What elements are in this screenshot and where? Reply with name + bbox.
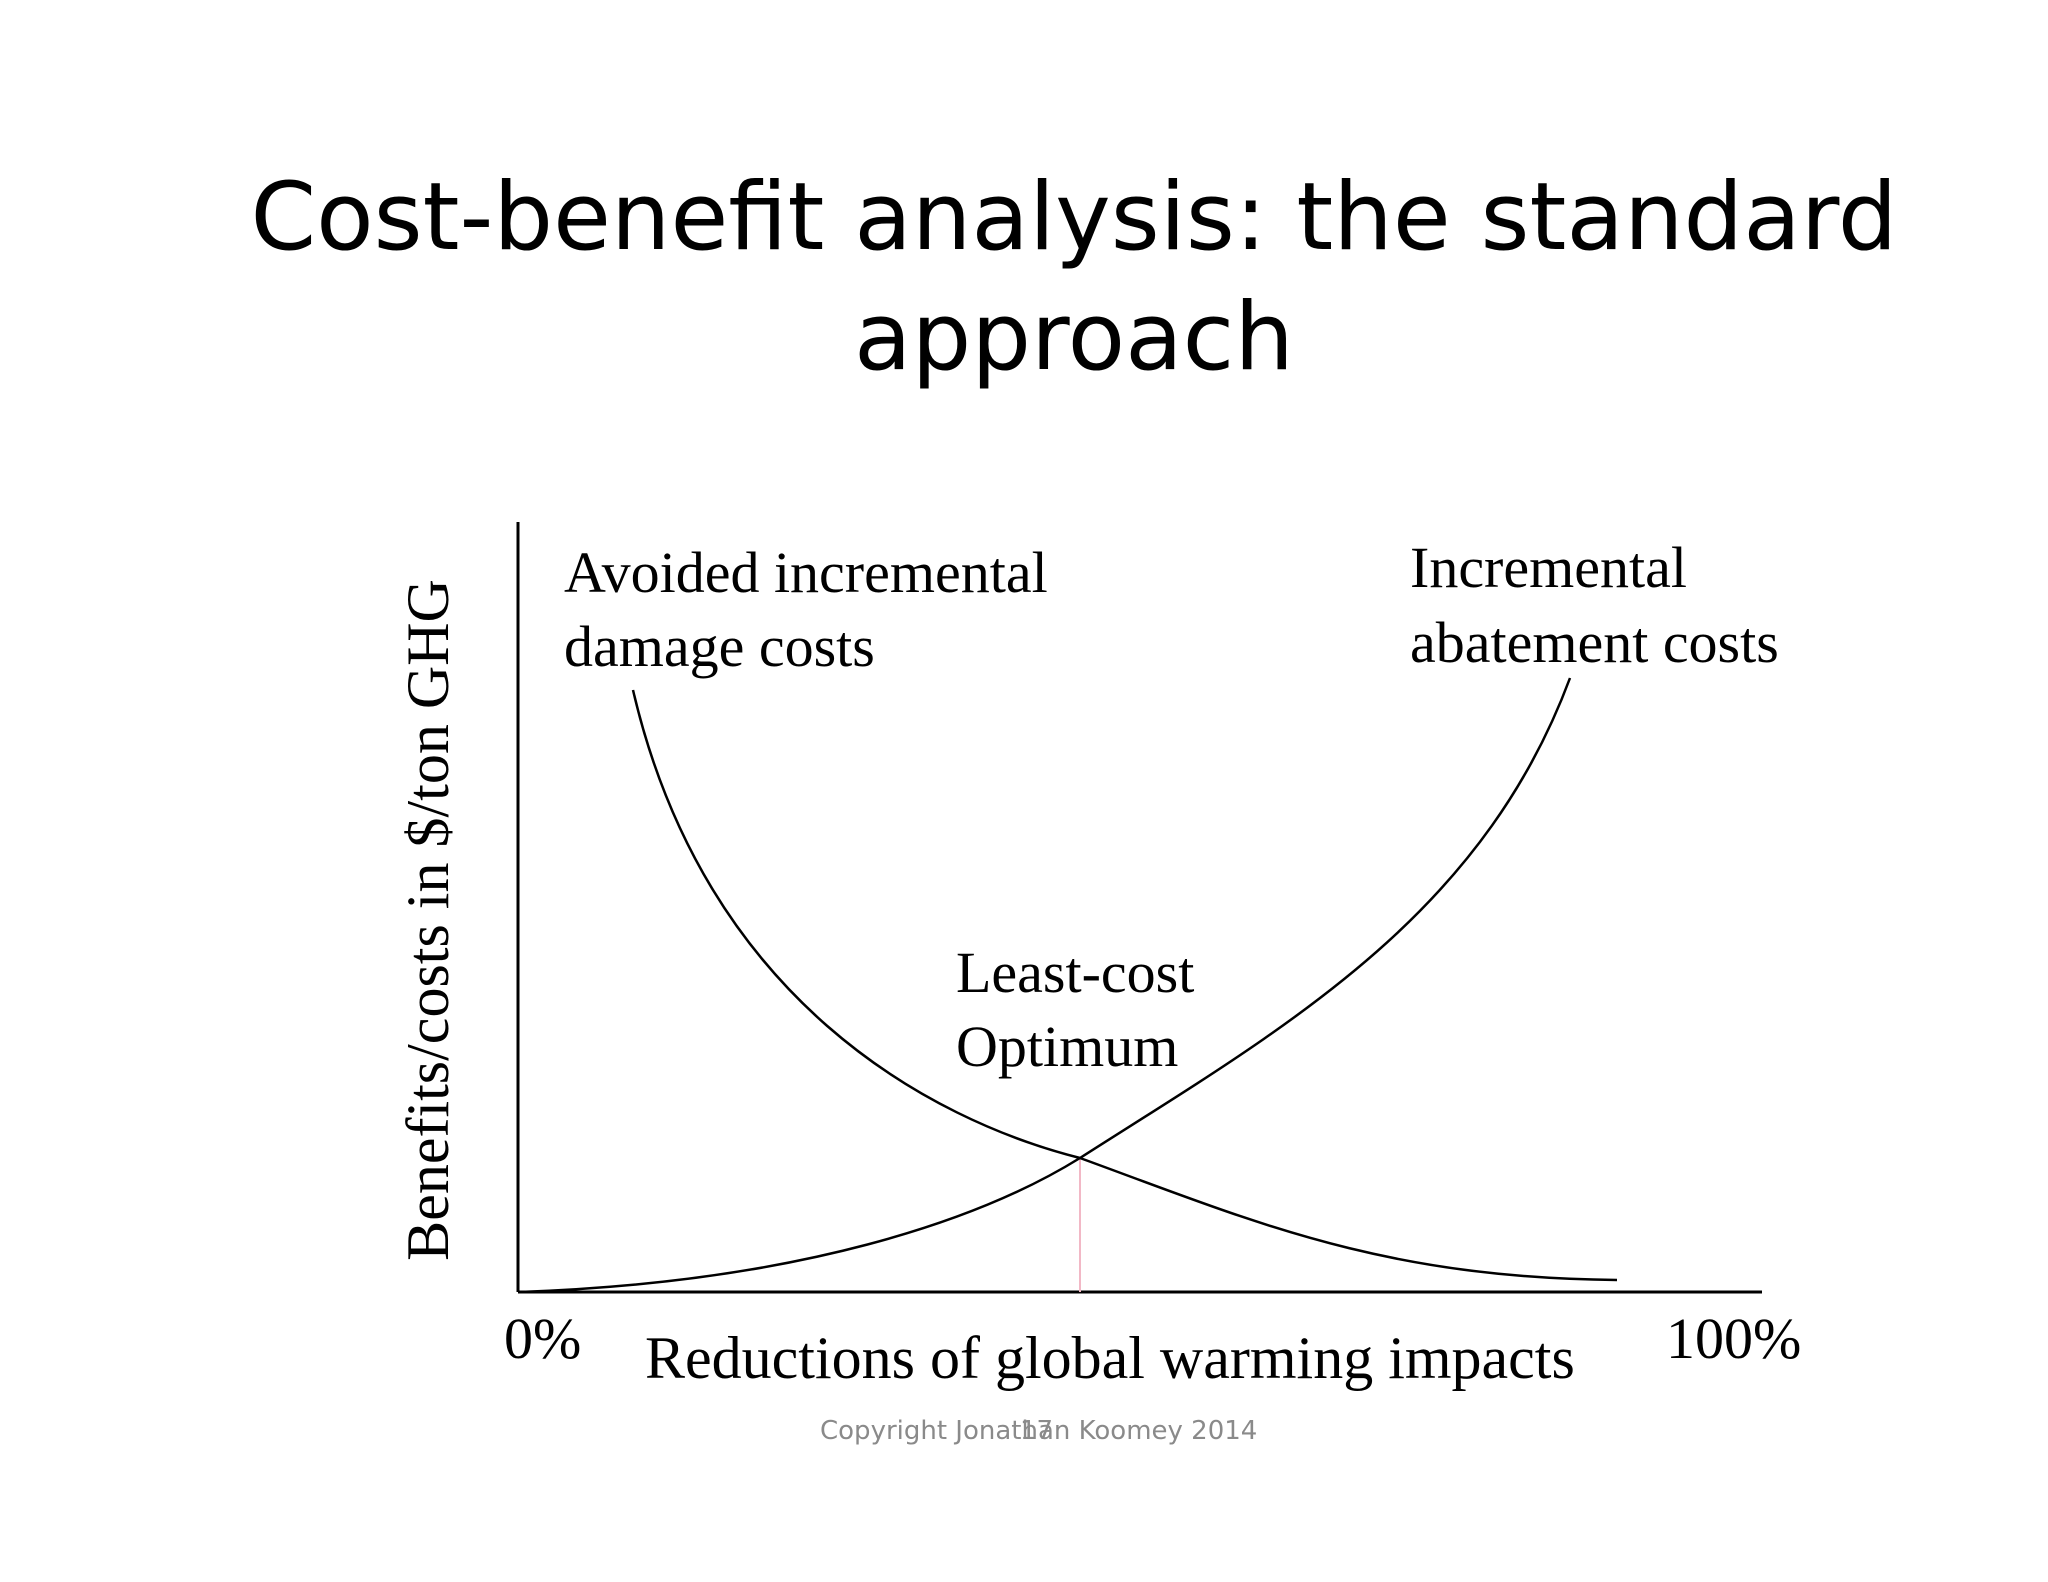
abatement-curve-label-line-2: abatement costs	[1410, 610, 1779, 675]
damage-curve-label-line-2: damage costs	[564, 614, 875, 679]
page-number: 17	[1020, 1416, 1054, 1446]
damage-curve-label-line-1: Avoided incremental	[564, 540, 1048, 605]
incremental-abatement-costs-curve	[519, 677, 1572, 1294]
title-line-2: approach	[854, 283, 1294, 392]
y-axis-label: Benefits/costs in $/ton GHG	[395, 579, 461, 1261]
x-max-label: 100%	[1666, 1306, 1801, 1371]
x-axis-label: Reductions of global warming impacts	[645, 1325, 1575, 1391]
title-line-1: Cost-benefit analysis: the standard	[250, 163, 1898, 272]
optimum-label-line-1: Least-cost	[956, 940, 1194, 1005]
avoided-damage-costs-curve	[631, 689, 1618, 1282]
copyright-text: Copyright Jonathan Koomey 2014	[820, 1416, 1258, 1446]
slide-title: Cost-benefit analysis: the standard appr…	[224, 158, 1924, 398]
x-min-label: 0%	[504, 1306, 581, 1371]
abatement-curve-label-line-1: Incremental	[1410, 535, 1687, 600]
optimum-label-line-2: Optimum	[956, 1014, 1178, 1079]
